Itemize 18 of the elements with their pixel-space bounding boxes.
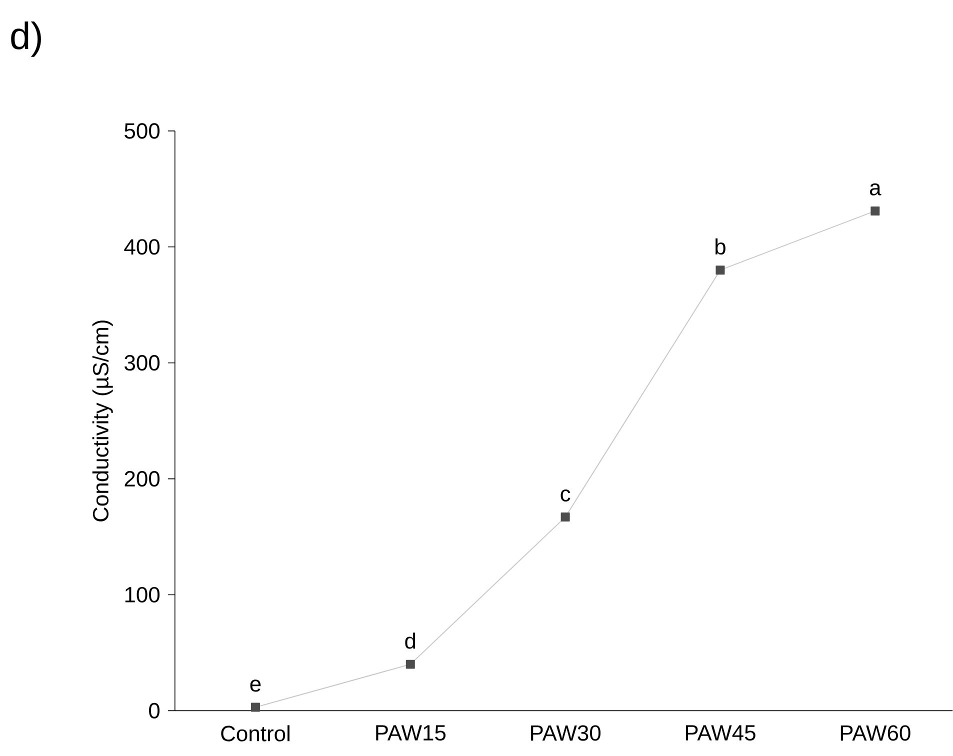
x-tick-label: PAW60	[840, 725, 910, 741]
annotation: e	[250, 680, 261, 692]
x-tick-label: PAW45	[686, 725, 756, 741]
x-tick-label: PAW30	[531, 725, 601, 741]
annotation: d	[405, 632, 416, 649]
y-tick-label: 100	[125, 587, 160, 603]
x-tick-label: PAW15	[376, 725, 446, 741]
annotation: a	[870, 184, 882, 196]
chart-title: d)	[11, 22, 41, 58]
annotation: c	[560, 490, 570, 502]
y-tick-label: 500	[124, 123, 160, 139]
y-tick-label: 300	[124, 355, 160, 371]
y-axis-title: Conductivity (µS/cm)	[92, 320, 113, 522]
y-tick-label: 400	[124, 239, 160, 255]
x-tick-label: Control	[221, 725, 290, 742]
y-tick-label: 0	[149, 703, 160, 719]
y-tick-label: 200	[124, 471, 160, 487]
annotation: b	[716, 238, 726, 255]
